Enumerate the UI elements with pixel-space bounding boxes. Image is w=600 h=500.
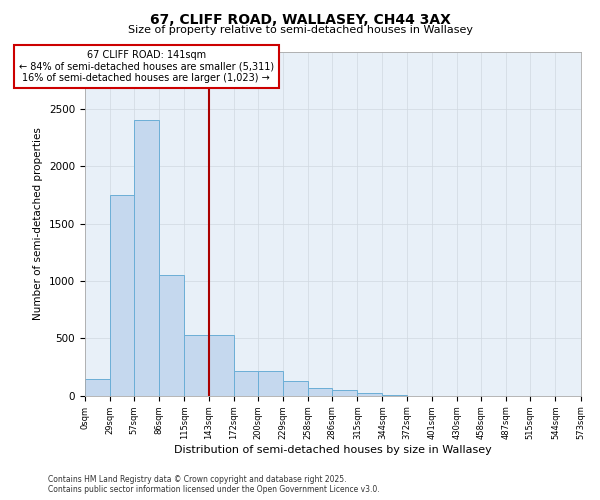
Text: 67, CLIFF ROAD, WALLASEY, CH44 3AX: 67, CLIFF ROAD, WALLASEY, CH44 3AX	[149, 12, 451, 26]
Text: 67 CLIFF ROAD: 141sqm
← 84% of semi-detached houses are smaller (5,311)
16% of s: 67 CLIFF ROAD: 141sqm ← 84% of semi-deta…	[19, 50, 274, 83]
Bar	[233, 370, 258, 396]
Bar	[209, 335, 233, 396]
Y-axis label: Number of semi-detached properties: Number of semi-detached properties	[34, 127, 43, 320]
Bar	[258, 370, 283, 396]
Bar	[308, 388, 332, 396]
Bar	[85, 378, 110, 396]
Bar	[283, 381, 308, 396]
Bar	[110, 195, 134, 396]
Text: Contains HM Land Registry data © Crown copyright and database right 2025.
Contai: Contains HM Land Registry data © Crown c…	[48, 474, 380, 494]
Bar	[184, 335, 209, 396]
Bar	[134, 120, 160, 396]
Text: Size of property relative to semi-detached houses in Wallasey: Size of property relative to semi-detach…	[128, 25, 473, 35]
X-axis label: Distribution of semi-detached houses by size in Wallasey: Distribution of semi-detached houses by …	[174, 445, 491, 455]
Bar	[160, 276, 184, 396]
Bar	[358, 393, 382, 396]
Bar	[332, 390, 358, 396]
